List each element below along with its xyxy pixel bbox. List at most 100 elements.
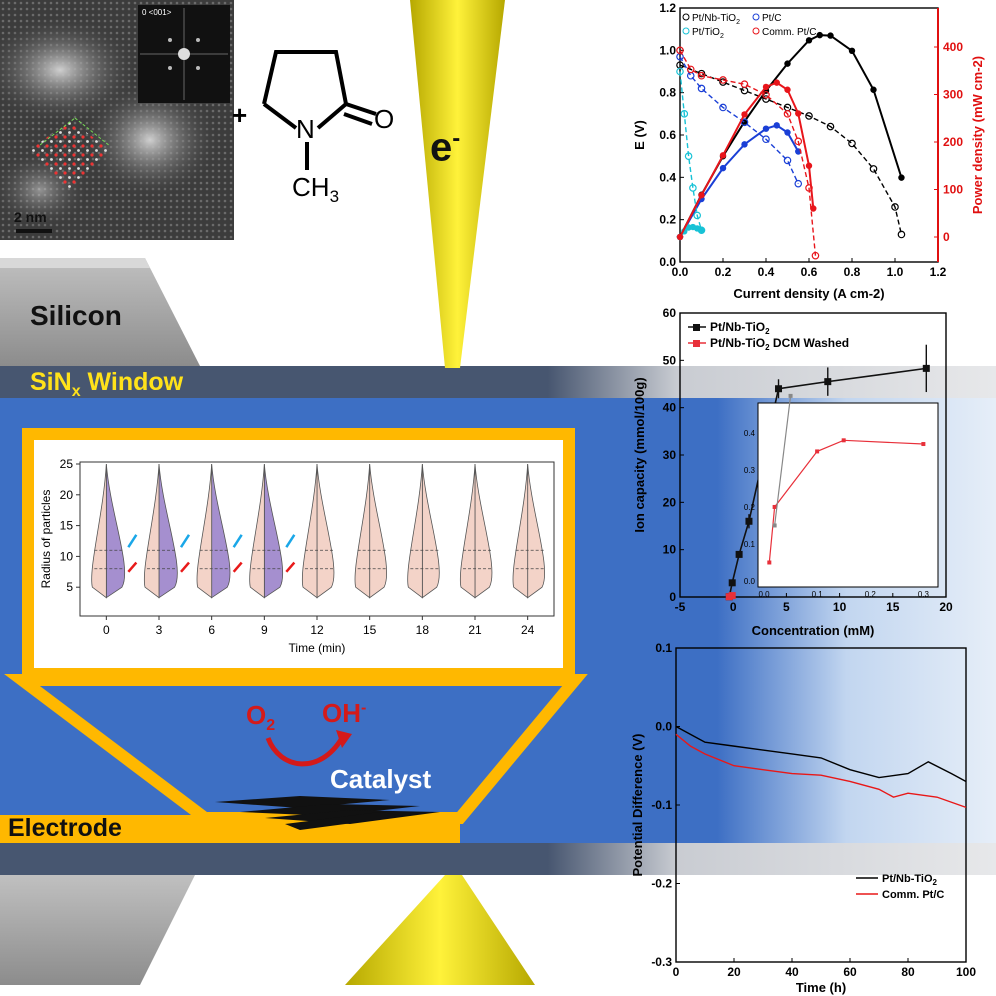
y-tick-label: 0.6	[659, 128, 676, 142]
legend-label: Pt/TiO2	[692, 27, 724, 40]
x-tick-label: 15	[363, 623, 377, 637]
violin-shape	[316, 463, 335, 599]
y2-tick-label: 100	[943, 183, 963, 197]
violin-shape	[263, 463, 284, 599]
x-tick-label: 0.4	[758, 265, 775, 279]
y-tick-label: 40	[663, 401, 677, 415]
y-axis-label: Potential Difference (V)	[630, 733, 645, 876]
x-tick-label: 9	[261, 623, 268, 637]
voltage-point	[762, 135, 770, 144]
voltage-point	[686, 71, 695, 80]
violin-shape-left	[407, 463, 423, 599]
plus-sign: +	[232, 100, 248, 130]
voltage-point	[740, 80, 749, 89]
voltage-point	[783, 156, 792, 165]
x-tick-label: 100	[956, 965, 976, 979]
violin-shape-left	[354, 463, 371, 599]
power-point	[784, 86, 791, 93]
o2-label: O2	[246, 700, 276, 735]
inset-frame	[757, 402, 939, 588]
legend-label: Comm. Pt/C	[762, 27, 816, 38]
power-curve	[679, 81, 815, 238]
red-arrow	[232, 561, 243, 573]
x-tick-label: 21	[468, 623, 482, 637]
methyl-group: CH3	[292, 172, 340, 207]
x-tick-label: 18	[416, 623, 430, 637]
violin-shape	[369, 463, 388, 599]
x-tick-label: 0.8	[844, 265, 861, 279]
fft-label: 0 <001>	[142, 8, 172, 17]
power-point	[827, 32, 834, 39]
y-axis-label: E (V)	[632, 120, 647, 150]
power-point	[676, 233, 684, 241]
voltage-point	[794, 137, 803, 146]
voltage-point	[826, 122, 835, 131]
inset-line	[774, 395, 792, 526]
y-tick-label: 1.0	[659, 43, 676, 57]
power-point	[762, 83, 770, 91]
voltage-point	[693, 211, 702, 220]
y-tick-label: -0.3	[651, 955, 672, 969]
voltage-point	[762, 95, 770, 103]
x-tick-label: 12	[310, 623, 324, 637]
voltage-point	[783, 110, 792, 118]
electrode-label: Electrode	[8, 814, 122, 842]
power-point	[784, 60, 791, 67]
voltage-point	[684, 152, 693, 160]
legend-marker	[693, 340, 700, 347]
y-tick-label: 25	[60, 457, 74, 471]
y-axis-label: Radius of particles	[39, 490, 53, 589]
voltage-point	[869, 165, 878, 173]
electron-label: e-	[430, 125, 461, 170]
x-tick-label: 24	[521, 623, 535, 637]
power-point	[810, 205, 817, 212]
y2-tick-label: 400	[943, 40, 963, 54]
y-tick-label: 10	[60, 549, 74, 563]
inset-y-tick-label: 0.3	[744, 466, 756, 475]
inset-x-tick-label: 0.0	[758, 590, 770, 599]
violin-shape	[105, 463, 126, 599]
inset-x-tick-label: 0.3	[918, 590, 930, 599]
voltage-point	[676, 67, 684, 76]
legend-label: Pt/Nb-TiO2	[882, 873, 938, 887]
violin-chart: 5 10 15 20 25 0 3 6 9 12 15 18 21 24 Time (min) Radius …	[39, 457, 555, 655]
voltage-point	[848, 139, 856, 148]
atom-n: N	[296, 114, 315, 144]
scale-bar-label: 2 nm	[14, 209, 47, 225]
catalyst-flakes	[215, 796, 440, 830]
x-tick-label: 40	[785, 965, 799, 979]
voltage-point	[740, 86, 749, 95]
voltage-point	[719, 78, 727, 86]
voltage-point	[794, 179, 803, 188]
blue-arrow	[285, 534, 296, 548]
y-tick-label: 1.2	[659, 1, 676, 15]
inset-y-tick-label: 0.2	[744, 503, 756, 512]
blue-arrow	[127, 534, 138, 548]
x-tick-label: 3	[156, 623, 163, 637]
x-axis-label: Time (min)	[289, 641, 346, 655]
y-tick-label: 0.8	[659, 86, 676, 100]
violin-shape-left	[301, 463, 318, 599]
inset-point	[921, 442, 926, 447]
inset-y-tick-label: 0.1	[744, 540, 756, 549]
power-point	[816, 31, 823, 39]
inset-point	[815, 449, 820, 454]
voltage-point	[680, 110, 689, 118]
y-tick-label: 15	[60, 519, 74, 533]
sin-window-bottom	[0, 843, 996, 875]
y-tick-label: 0.0	[655, 720, 672, 734]
y-tick-label: 5	[66, 580, 73, 594]
voltage-point	[719, 76, 727, 84]
voltage-point	[811, 251, 820, 260]
inset-point	[772, 504, 777, 509]
legend-label: Pt/Nb-TiO2	[692, 13, 740, 26]
y2-tick-label: 200	[943, 135, 963, 149]
violin-shape-left	[249, 463, 265, 599]
stability-curve	[675, 733, 967, 809]
legend-marker	[682, 13, 690, 21]
inset-x-tick-label: 0.2	[865, 590, 877, 599]
inset-point	[788, 393, 793, 398]
voltage-point	[762, 90, 770, 99]
power-point	[805, 37, 813, 44]
catalyst-label: Catalyst	[330, 764, 432, 794]
